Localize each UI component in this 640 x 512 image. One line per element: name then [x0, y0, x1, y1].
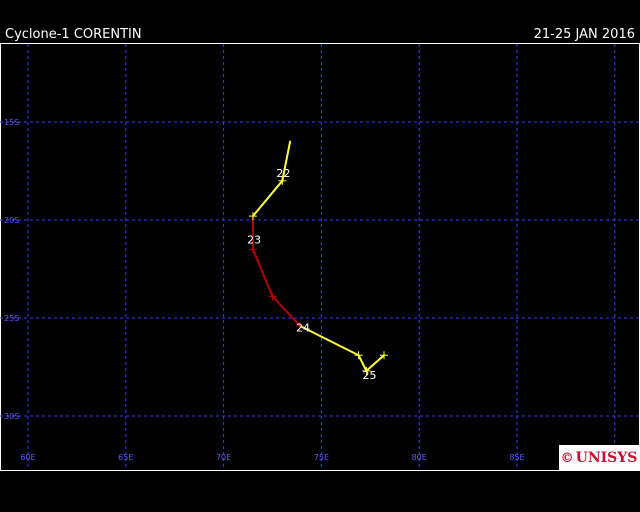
day-labels: 22 23 24 25 [247, 167, 376, 382]
map-title: Cyclone-1 CORENTIN [5, 27, 142, 42]
track-segment [357, 354, 368, 372]
copyright-symbol: © [560, 450, 574, 466]
position-marker [278, 176, 287, 185]
map-frame [0, 43, 640, 471]
lon-tick-label: 65E [118, 453, 133, 462]
storm-track [251, 140, 385, 372]
lon-tick-label: 85E [509, 453, 524, 462]
track-segment [251, 179, 284, 218]
track-segment [251, 248, 274, 298]
lat-tick-label: 30S [4, 412, 19, 421]
day-label: 23 [247, 234, 261, 247]
lon-tick-label: 80E [412, 453, 427, 462]
lon-tick-label: 60E [20, 453, 35, 462]
logo-text: UNISYS [575, 450, 638, 466]
position-marker [248, 245, 257, 254]
position-marker [248, 212, 257, 221]
lon-tick-label: 70E [216, 453, 231, 462]
map-grid [0, 44, 639, 470]
position-marker [362, 366, 371, 375]
date-range: 21-25 JAN 2016 [533, 27, 635, 42]
lon-tick-label: 75E [314, 453, 329, 462]
position-marker [379, 351, 388, 360]
tick-labels: 60E65E70E75E80E85E90E15S20S25S30S [4, 118, 622, 462]
position-marker [354, 351, 363, 360]
track-segment [365, 354, 385, 372]
position-marker [268, 292, 277, 301]
lat-tick-label: 25S [4, 314, 19, 323]
track-segment [281, 140, 292, 182]
unisys-logo: © UNISYS [559, 445, 639, 471]
position-markers [248, 176, 388, 375]
track-segment [271, 295, 301, 327]
track-segment [298, 324, 360, 357]
position-marker [295, 321, 304, 330]
day-label: 25 [362, 369, 376, 382]
lat-tick-label: 20S [4, 216, 19, 225]
lat-tick-label: 15S [4, 118, 19, 127]
day-label: 22 [276, 167, 290, 180]
day-label: 24 [296, 322, 310, 335]
